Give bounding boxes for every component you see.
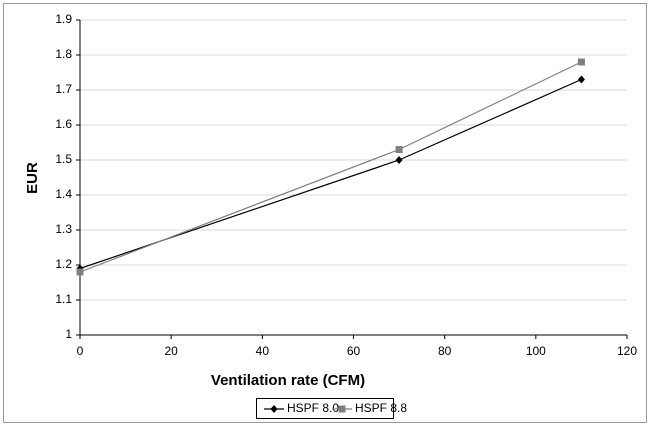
- y-tick-label: 1.1: [55, 292, 72, 306]
- marker: [270, 405, 278, 413]
- x-tick-label: 20: [164, 344, 178, 358]
- y-tick-label: 1.5: [55, 152, 72, 166]
- y-axis-label: EUR: [24, 162, 41, 194]
- legend-label: HSPF 8.0: [287, 401, 339, 415]
- marker: [395, 156, 403, 164]
- legend-box: [256, 398, 394, 419]
- x-tick-label: 40: [256, 344, 270, 358]
- y-tick-label: 1.6: [55, 117, 72, 131]
- legend-label: HSPF 8.8: [355, 401, 407, 415]
- y-tick-label: 1: [65, 327, 72, 341]
- marker: [577, 75, 585, 84]
- y-tick-label: 1.9: [55, 12, 72, 26]
- y-tick-label: 1.8: [55, 47, 72, 61]
- x-axis-label: Ventilation rate (CFM): [211, 372, 365, 389]
- x-tick-label: 100: [526, 344, 546, 358]
- marker: [395, 146, 403, 153]
- y-tick-label: 1.4: [55, 187, 72, 201]
- y-tick-label: 1.7: [55, 82, 72, 96]
- marker: [76, 268, 84, 276]
- x-tick-label: 0: [77, 344, 84, 358]
- y-tick-label: 1.3: [55, 222, 72, 236]
- marker: [577, 58, 585, 66]
- x-tick-label: 80: [438, 344, 452, 358]
- chart-frame: [3, 3, 647, 423]
- x-tick-label: 120: [617, 344, 637, 358]
- marker: [338, 405, 346, 413]
- legend: HSPF 8.0 HSPF 8.8: [256, 398, 407, 419]
- x-tick-label: 60: [347, 344, 361, 358]
- y-tick-label: 1.2: [55, 257, 72, 271]
